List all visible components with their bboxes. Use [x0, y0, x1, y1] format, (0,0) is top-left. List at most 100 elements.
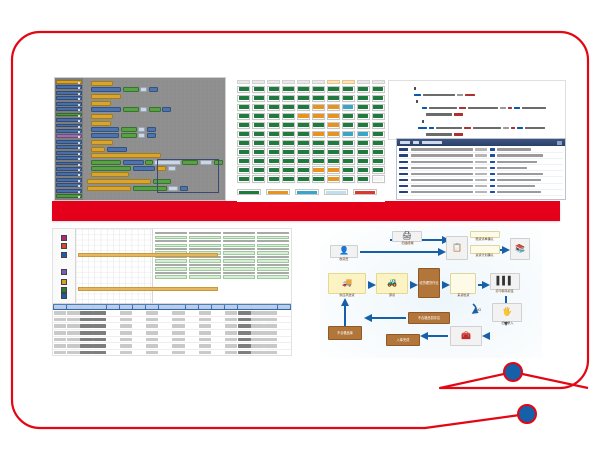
status-cell[interactable]	[371, 157, 385, 165]
data-grid-header-cell[interactable]	[264, 305, 277, 310]
gantt-area[interactable]	[53, 229, 291, 303]
gantt-marker[interactable]	[61, 279, 67, 285]
status-cell[interactable]	[311, 94, 326, 102]
blocks-editor-screenshot[interactable]	[54, 77, 226, 201]
log-output-panel[interactable]	[396, 138, 566, 200]
status-cell[interactable]	[281, 166, 296, 174]
status-cell[interactable]	[341, 148, 356, 156]
status-cell[interactable]	[237, 139, 251, 147]
palette-block[interactable]	[56, 156, 82, 160]
log-row[interactable]	[399, 147, 563, 154]
node-nonconform-zone[interactable]: 不合格品暂存区	[408, 312, 450, 324]
palette-block[interactable]	[56, 118, 82, 122]
status-cell[interactable]	[296, 85, 311, 93]
gantt-marker[interactable]	[61, 293, 67, 299]
block-blue[interactable]	[91, 107, 121, 113]
status-cell[interactable]	[311, 130, 326, 138]
block-group[interactable]	[91, 81, 223, 99]
status-cell[interactable]	[356, 103, 371, 111]
gantt-bar[interactable]	[78, 287, 218, 291]
status-cell[interactable]	[326, 139, 341, 147]
log-row[interactable]	[399, 177, 563, 184]
node-putaway[interactable]: 🧰	[450, 326, 482, 346]
status-cell[interactable]	[311, 103, 326, 111]
status-cell[interactable]	[296, 130, 311, 138]
status-cell[interactable]	[251, 121, 266, 129]
node-nonconform-store[interactable]: 不合格品库	[328, 326, 362, 340]
node-inbound-complete[interactable]: 入库完成	[386, 334, 420, 346]
block-green[interactable]	[91, 159, 122, 165]
gantt-marker-column[interactable]	[53, 229, 75, 303]
status-cell[interactable]	[266, 175, 281, 183]
table-row[interactable]	[53, 330, 291, 337]
status-cell[interactable]	[341, 175, 356, 183]
block-blue[interactable]	[146, 133, 156, 139]
status-cell[interactable]	[296, 148, 311, 156]
block-lt[interactable]	[168, 185, 178, 191]
block-green[interactable]	[145, 159, 153, 165]
status-cell[interactable]	[356, 112, 371, 120]
block-lt[interactable]	[199, 159, 213, 165]
block-gold[interactable]	[91, 81, 113, 86]
block-gold[interactable]	[91, 172, 129, 178]
block-gold[interactable]	[91, 139, 113, 145]
block-green[interactable]	[152, 179, 171, 185]
node-receiving-plan[interactable]: 资货计划确认	[470, 244, 500, 258]
block-lt[interactable]	[140, 87, 147, 93]
data-grid-header-cell[interactable]	[106, 305, 119, 310]
status-cell[interactable]	[356, 148, 371, 156]
block-group[interactable]	[87, 179, 223, 191]
palette-block[interactable]	[56, 183, 82, 188]
node-sorting-operation[interactable]: 收货理货作业	[418, 268, 440, 298]
status-cell[interactable]	[237, 166, 251, 174]
status-cell[interactable]	[311, 139, 326, 147]
palette-block[interactable]	[56, 139, 82, 144]
status-cell[interactable]	[371, 130, 385, 138]
status-cell[interactable]	[356, 166, 371, 174]
status-cell[interactable]	[341, 121, 356, 129]
status-cell[interactable]	[281, 121, 296, 129]
log-row[interactable]	[399, 153, 563, 160]
status-cell[interactable]	[371, 103, 385, 111]
block-row[interactable]	[91, 107, 223, 113]
log-row-list[interactable]	[397, 146, 565, 197]
status-cell[interactable]	[266, 94, 281, 102]
block-lt[interactable]	[140, 107, 147, 113]
status-cell[interactable]	[266, 157, 281, 165]
block-row[interactable]	[91, 81, 223, 86]
block-row[interactable]	[91, 153, 223, 159]
block-green[interactable]	[120, 126, 137, 132]
block-group[interactable]	[91, 100, 223, 119]
status-cell[interactable]	[311, 85, 326, 93]
process-flow-diagram[interactable]: 🖨 扫描终端 👤 收货员 📋 赠货清单确认 资货计划确认 📚 🚚 供应商送货 🚜 卸货 收货理货作业 来货…	[320, 226, 542, 358]
status-cell[interactable]	[296, 121, 311, 129]
data-grid-header-cell[interactable]	[67, 305, 80, 310]
data-grid-body[interactable]	[53, 310, 291, 355]
status-cell[interactable]	[266, 85, 281, 93]
data-grid-header-cell[interactable]	[54, 305, 67, 310]
status-cell[interactable]	[326, 85, 341, 93]
palette-block[interactable]	[56, 188, 82, 193]
node-unloading[interactable]: 🚜 卸货	[376, 272, 408, 298]
block-row[interactable]	[91, 172, 223, 178]
status-cell[interactable]	[326, 157, 341, 165]
block-row[interactable]	[91, 87, 223, 93]
node-scanner-terminal[interactable]: 🖨 扫描终端	[392, 230, 422, 246]
palette-block[interactable]	[56, 145, 82, 150]
status-cell[interactable]	[237, 157, 251, 165]
status-cell[interactable]	[266, 121, 281, 129]
status-cell[interactable]	[251, 148, 266, 156]
block-blue[interactable]	[122, 159, 144, 165]
blocks-workspace[interactable]	[83, 78, 225, 200]
status-cell[interactable]	[281, 130, 296, 138]
palette-block[interactable]	[56, 90, 82, 95]
status-cell[interactable]	[266, 112, 281, 120]
status-cell[interactable]	[356, 130, 371, 138]
status-cell[interactable]	[371, 112, 385, 120]
block-gold[interactable]	[91, 113, 113, 119]
status-cell[interactable]	[356, 139, 371, 147]
block-blue[interactable]	[146, 126, 156, 132]
block-gold[interactable]	[87, 185, 131, 191]
palette-block[interactable]	[56, 85, 82, 90]
block-row[interactable]	[87, 179, 223, 185]
